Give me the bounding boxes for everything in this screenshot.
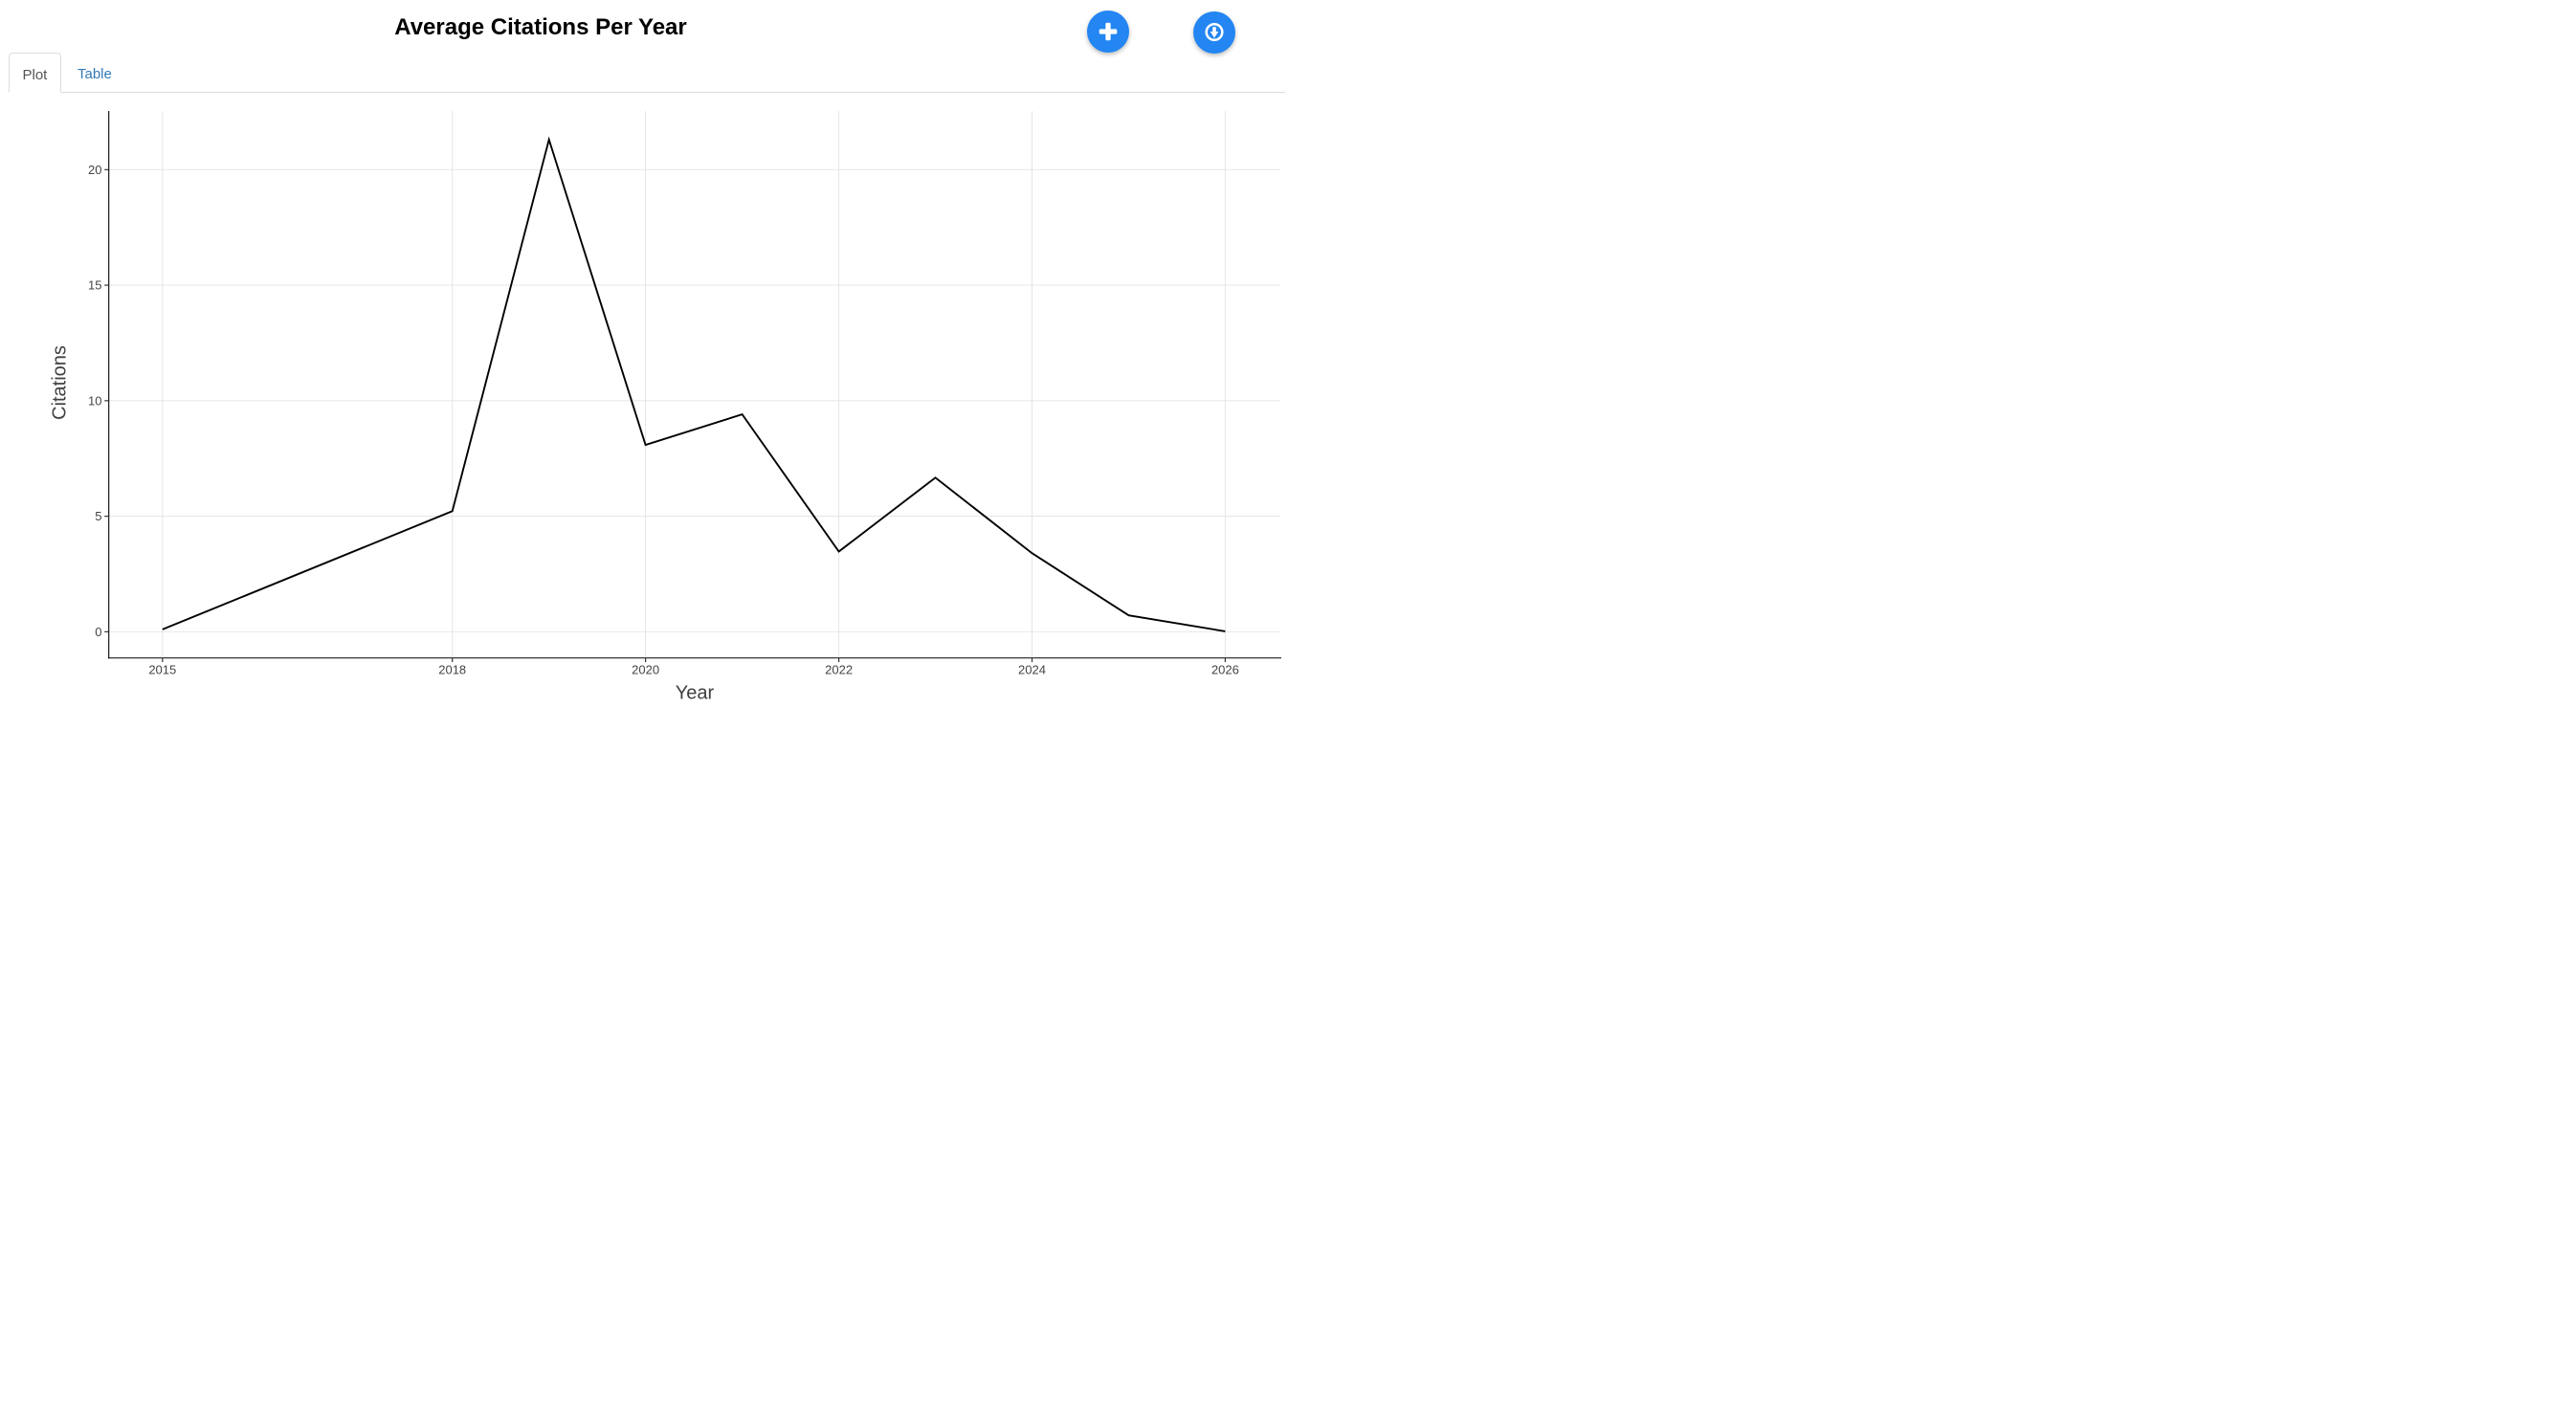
svg-text:2026: 2026 (1211, 662, 1239, 676)
svg-text:10: 10 (88, 393, 101, 408)
svg-text:5: 5 (95, 509, 101, 523)
svg-text:0: 0 (95, 625, 101, 639)
svg-text:2015: 2015 (148, 662, 176, 676)
svg-text:20: 20 (88, 163, 101, 177)
svg-text:2018: 2018 (438, 662, 466, 676)
svg-text:2022: 2022 (825, 662, 853, 676)
svg-text:Citations: Citations (49, 345, 70, 420)
svg-text:2020: 2020 (632, 662, 659, 676)
svg-text:15: 15 (88, 278, 101, 293)
svg-text:2024: 2024 (1018, 662, 1046, 676)
svg-text:Year: Year (676, 683, 715, 704)
